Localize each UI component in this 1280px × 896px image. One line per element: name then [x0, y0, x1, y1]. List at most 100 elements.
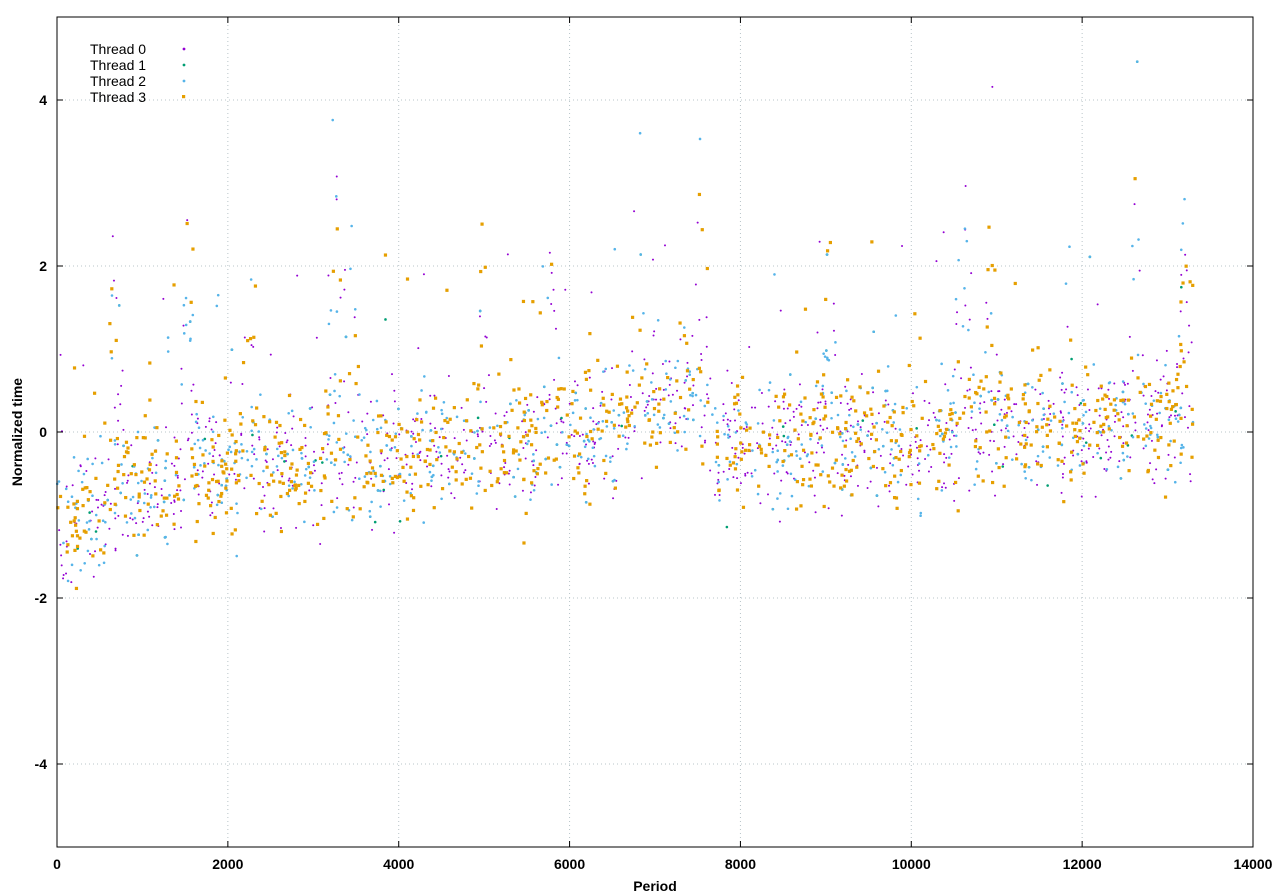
data-point — [1113, 420, 1116, 423]
data-point — [190, 389, 193, 392]
data-point — [166, 350, 170, 353]
data-point — [682, 414, 686, 418]
data-point — [643, 441, 647, 445]
data-point — [716, 435, 720, 439]
data-point — [277, 441, 281, 445]
data-point — [845, 439, 848, 442]
data-point — [1134, 421, 1137, 424]
data-point — [631, 408, 634, 411]
data-point — [1021, 392, 1026, 397]
data-point — [498, 432, 503, 436]
data-point — [1094, 408, 1098, 413]
data-point — [697, 192, 702, 197]
data-point — [572, 476, 576, 481]
data-point — [796, 437, 800, 441]
data-point — [236, 511, 239, 515]
data-point — [1108, 381, 1112, 384]
data-point — [1149, 402, 1154, 406]
data-point — [370, 477, 373, 480]
data-point — [849, 424, 852, 427]
data-point — [943, 461, 946, 464]
data-point — [1092, 455, 1095, 458]
data-point — [516, 426, 520, 430]
data-point — [1165, 349, 1168, 352]
data-point — [895, 506, 899, 510]
data-point — [671, 393, 674, 396]
data-point — [1078, 464, 1082, 467]
data-point — [444, 445, 448, 449]
data-point — [335, 506, 339, 509]
data-point — [562, 387, 566, 391]
data-point — [799, 400, 803, 404]
data-point — [352, 480, 355, 483]
data-point — [1174, 410, 1177, 413]
data-point — [1019, 442, 1023, 446]
data-point — [465, 439, 468, 442]
data-point — [768, 433, 772, 437]
data-point — [450, 465, 454, 469]
data-point — [454, 478, 458, 482]
data-point — [726, 424, 730, 428]
data-point — [370, 466, 375, 470]
data-point — [1026, 436, 1029, 439]
data-point — [976, 474, 980, 478]
data-point — [822, 352, 825, 355]
data-point — [1165, 392, 1169, 396]
data-point — [180, 402, 183, 405]
data-point — [141, 436, 145, 440]
data-point — [1165, 406, 1169, 411]
data-point — [309, 471, 313, 475]
data-point — [1015, 453, 1018, 456]
data-point — [866, 391, 870, 395]
data-point — [717, 478, 720, 481]
data-point — [230, 467, 234, 471]
data-point — [893, 402, 897, 406]
data-point — [477, 484, 480, 488]
data-point — [727, 436, 730, 439]
data-point — [890, 424, 894, 428]
data-point — [304, 444, 307, 447]
data-point — [1011, 458, 1014, 461]
data-point — [531, 300, 535, 304]
data-point — [843, 444, 847, 448]
data-point — [717, 463, 721, 467]
data-point — [938, 428, 942, 433]
data-point — [291, 487, 294, 490]
data-point — [385, 433, 389, 437]
data-point — [668, 440, 672, 445]
data-point — [446, 454, 449, 457]
data-point — [657, 402, 661, 406]
data-point — [246, 458, 250, 462]
data-point — [65, 572, 68, 575]
data-point — [928, 419, 931, 422]
data-point — [280, 456, 284, 460]
data-point — [1107, 424, 1111, 428]
data-point — [1150, 439, 1153, 442]
data-point — [379, 449, 383, 453]
data-point — [498, 482, 501, 485]
data-point — [180, 367, 183, 370]
data-point — [460, 482, 464, 486]
data-point — [1023, 463, 1028, 467]
data-point — [523, 396, 528, 401]
data-point — [819, 473, 823, 477]
data-point — [969, 405, 973, 409]
data-point — [494, 441, 497, 444]
data-point — [844, 479, 849, 483]
data-point — [136, 481, 140, 485]
data-point — [233, 528, 237, 532]
data-point — [439, 454, 443, 458]
data-point — [846, 402, 849, 405]
data-point — [135, 522, 138, 525]
data-point — [1072, 454, 1075, 457]
data-point — [592, 454, 596, 458]
data-point — [627, 436, 630, 439]
data-point — [786, 507, 790, 511]
data-point — [1172, 439, 1176, 443]
data-point — [111, 235, 114, 238]
data-point — [388, 503, 391, 506]
data-point — [86, 457, 89, 461]
data-point — [460, 406, 463, 409]
data-point — [706, 400, 710, 404]
data-point — [1089, 427, 1092, 430]
